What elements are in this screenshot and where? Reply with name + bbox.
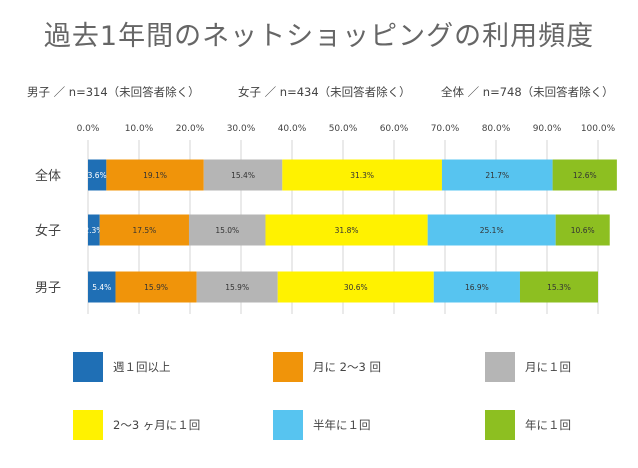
x-tick-label: 100.0%: [581, 124, 616, 134]
x-tick-label: 70.0%: [431, 124, 460, 134]
bar-segment: [106, 159, 204, 191]
data-label: 16.9%: [465, 283, 489, 292]
bar-segment: [188, 214, 266, 246]
legend-swatch-half-year: [273, 410, 303, 440]
x-tick-label: 90.0%: [533, 124, 562, 134]
legend-item-yearly: 年に１回: [485, 410, 571, 440]
legend-label-yearly: 年に１回: [525, 418, 571, 432]
bar-segment: [277, 271, 434, 303]
data-label: 31.8%: [335, 226, 359, 235]
legend-swatch-weekly: [73, 352, 103, 382]
bar-segment: [552, 159, 617, 191]
bar-segment: [282, 159, 442, 191]
legend-swatch-yearly: [485, 410, 515, 440]
bar-segment: [115, 271, 197, 303]
data-label: 5.4%: [92, 283, 111, 292]
bar-segment: [196, 271, 278, 303]
bar-segment: [203, 159, 283, 191]
legend-item-2-3-per-month: 月に 2〜3 回: [273, 352, 381, 382]
x-tick-label: 30.0%: [227, 124, 256, 134]
x-tick-label: 50.0%: [329, 124, 358, 134]
legend-item-2-3-months: 2〜3 ヶ月に１回: [73, 410, 200, 440]
category-label: 女子: [35, 223, 61, 239]
data-label: 17.5%: [132, 226, 156, 235]
bar-segment: [88, 214, 100, 246]
sample-note-female: 女子 ／ n=434（未回答者除く）: [238, 85, 411, 99]
x-tick-label: 10.0%: [125, 124, 154, 134]
legend-swatch-2-3-months: [73, 410, 103, 440]
data-label: 25.1%: [480, 226, 504, 235]
data-label: 15.9%: [144, 283, 168, 292]
data-label: 2.3%: [84, 226, 103, 235]
legend-label-2-3-months: 2〜3 ヶ月に１回: [113, 418, 201, 432]
data-label: 12.6%: [573, 171, 597, 180]
x-tick-label: 0.0%: [77, 124, 100, 134]
bar-segment: [88, 159, 107, 191]
data-label: 15.3%: [547, 283, 571, 292]
x-tick-label: 80.0%: [482, 124, 511, 134]
bar-segment: [519, 271, 598, 303]
data-label: 30.6%: [344, 283, 368, 292]
bar-segment: [555, 214, 610, 246]
data-label: 21.7%: [485, 171, 509, 180]
data-label: 3.6%: [88, 171, 107, 180]
sample-note-male: 男子 ／ n=314（未回答者除く）: [27, 85, 200, 99]
data-label: 19.1%: [143, 171, 167, 180]
legend-swatch-2-3-per-month: [273, 352, 303, 382]
bar-segment: [441, 159, 553, 191]
data-label: 10.6%: [571, 226, 595, 235]
legend-label-weekly: 週１回以上: [113, 360, 171, 374]
legend-label-2-3-per-month: 月に 2〜3 回: [313, 360, 381, 374]
chart-title: 過去1年間のネットショッピングの利用頻度: [43, 21, 595, 52]
data-label: 31.3%: [350, 171, 374, 180]
x-tick-label: 60.0%: [380, 124, 409, 134]
bar-segment: [99, 214, 189, 246]
category-label: 全体: [35, 168, 61, 184]
legend-label-half-year: 半年に１回: [313, 418, 371, 432]
category-label: 男子: [35, 281, 61, 296]
data-label: 15.9%: [225, 283, 249, 292]
x-tick-label: 20.0%: [176, 124, 205, 134]
data-label: 15.4%: [231, 171, 255, 180]
data-label: 15.0%: [215, 226, 239, 235]
legend-item-weekly: 週１回以上: [73, 352, 171, 382]
bar-segment: [427, 214, 556, 246]
sample-note-all: 全体 ／ n=748（未回答者除く）: [441, 85, 614, 99]
bar-segment: [265, 214, 428, 246]
bar-segment: [88, 271, 116, 303]
legend-item-half-year: 半年に１回: [273, 410, 371, 440]
x-tick-label: 40.0%: [278, 124, 307, 134]
legend-swatch-monthly: [485, 352, 515, 382]
legend-label-monthly: 月に１回: [525, 360, 571, 374]
bar-segment: [433, 271, 520, 303]
legend-item-monthly: 月に１回: [485, 352, 571, 382]
